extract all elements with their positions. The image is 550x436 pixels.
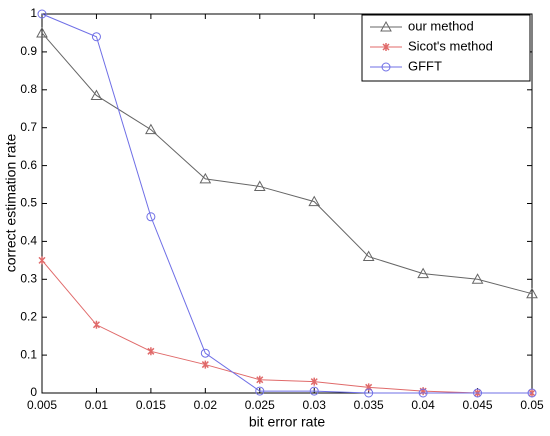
marker [362, 250, 375, 262]
legend-label: GFFT [408, 58, 442, 73]
series-line [41, 13, 532, 394]
marker [200, 348, 210, 358]
x-tick-label: 0.04 [411, 398, 435, 412]
marker [92, 320, 100, 329]
marker [417, 267, 429, 279]
y-axis-label: correct estimation rate [3, 134, 19, 273]
x-tick-label: 0.045 [463, 398, 493, 412]
legend-label: Sicot's method [408, 38, 493, 53]
series-line [41, 32, 533, 295]
marker [255, 386, 265, 396]
marker [418, 388, 428, 398]
marker [38, 256, 46, 265]
y-tick-label: 0.8 [20, 82, 37, 96]
y-tick-label: 0.3 [20, 271, 37, 285]
marker [309, 386, 319, 396]
marker [310, 377, 318, 386]
y-tick-label: 0.9 [20, 44, 37, 58]
x-tick-label: 0.02 [194, 398, 218, 412]
marker [199, 172, 212, 184]
x-tick-label: 0.05 [520, 398, 544, 412]
y-tick-label: 0.1 [20, 347, 37, 361]
x-tick-label: 0.035 [354, 398, 384, 412]
y-tick-label: 0.2 [20, 309, 37, 323]
marker [253, 180, 266, 191]
x-tick-label: 0.005 [27, 398, 57, 412]
marker [90, 89, 103, 100]
marker [91, 32, 101, 42]
y-tick-label: 0.6 [20, 158, 37, 172]
x-tick-label: 0.025 [245, 398, 275, 412]
marker [256, 375, 264, 384]
y-tick-label: 1 [30, 6, 37, 20]
marker [36, 26, 48, 38]
legend-marker [380, 20, 392, 32]
y-tick-label: 0.7 [20, 120, 37, 134]
marker [201, 360, 209, 369]
marker [145, 123, 157, 135]
y-tick-label: 0.5 [20, 196, 37, 210]
x-axis-label: bit error rate [249, 414, 325, 430]
x-tick-label: 0.015 [136, 398, 166, 412]
marker [527, 388, 537, 398]
marker [147, 347, 155, 356]
marker [526, 287, 538, 299]
marker [37, 9, 47, 19]
marker [473, 388, 483, 398]
x-tick-label: 0.01 [85, 398, 109, 412]
legend-marker [382, 43, 390, 51]
x-tick-label: 0.03 [303, 398, 327, 412]
legend-box [361, 14, 531, 82]
marker [471, 273, 484, 284]
legend-label: our method [408, 18, 474, 33]
y-tick-label: 0.4 [20, 234, 37, 248]
series-line [41, 260, 532, 394]
marker [364, 388, 374, 398]
legend-marker [381, 62, 391, 72]
y-tick-label: 0 [30, 385, 37, 399]
marker [146, 212, 156, 222]
marker [308, 195, 321, 207]
